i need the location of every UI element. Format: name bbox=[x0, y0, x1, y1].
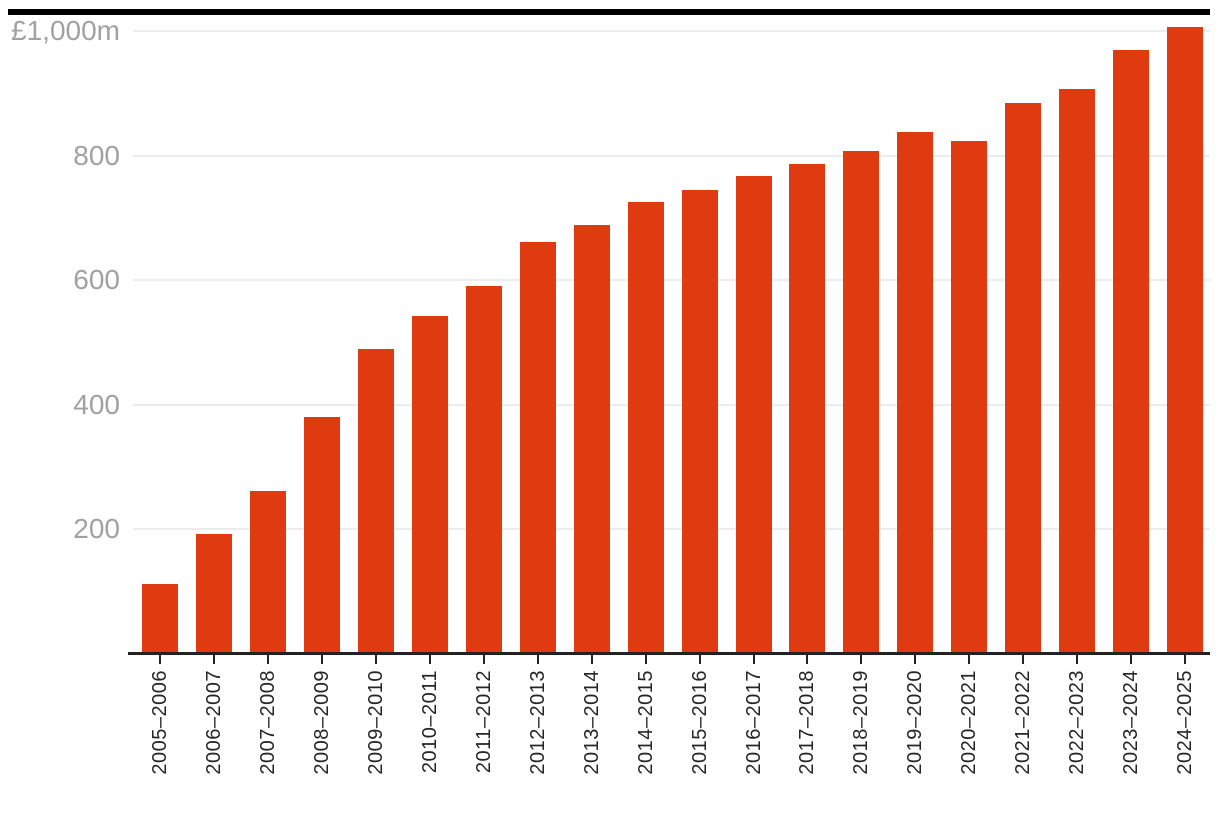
x-tick-mark bbox=[698, 655, 701, 664]
x-tick-label-text: 2005–2006 bbox=[149, 670, 172, 775]
x-axis-line bbox=[128, 652, 1210, 655]
x-tick-label: 2024–2025 bbox=[1173, 670, 1197, 810]
x-tick-label-text: 2023–2024 bbox=[1120, 670, 1143, 775]
x-tick-label-text: 2008–2009 bbox=[311, 670, 334, 775]
x-tick-label-text: 2009–2010 bbox=[365, 670, 388, 775]
bar bbox=[519, 241, 556, 654]
x-tick-label-text: 2024–2025 bbox=[1173, 670, 1196, 775]
x-tick-label-text: 2006–2007 bbox=[203, 670, 226, 775]
x-tick-label-text: 2019–2020 bbox=[904, 670, 927, 775]
x-tick-label-text: 2012–2013 bbox=[526, 670, 549, 775]
x-tick-label-text: 2014–2015 bbox=[634, 670, 657, 775]
x-tick-label-text: 2011–2012 bbox=[472, 670, 495, 774]
gridline bbox=[133, 30, 1210, 32]
bar bbox=[1113, 49, 1150, 654]
x-tick-label: 2023–2024 bbox=[1119, 670, 1143, 810]
y-tick-label: £1,000m bbox=[11, 15, 120, 46]
x-tick-label: 2012–2013 bbox=[526, 670, 550, 810]
chart-top-rule bbox=[8, 9, 1210, 15]
x-tick-label-text: 2010–2011 bbox=[418, 670, 441, 774]
x-tick-label: 2006–2007 bbox=[202, 670, 226, 810]
x-tick-label: 2021–2022 bbox=[1011, 670, 1035, 810]
bar bbox=[735, 175, 772, 654]
x-tick-label: 2019–2020 bbox=[903, 670, 927, 810]
x-tick-label-text: 2007–2008 bbox=[257, 670, 280, 775]
x-tick-label-text: 2013–2014 bbox=[580, 670, 603, 775]
x-tick-label-text: 2015–2016 bbox=[688, 670, 711, 775]
x-tick-mark bbox=[1183, 655, 1186, 664]
gridline bbox=[133, 279, 1210, 282]
x-tick-mark bbox=[914, 655, 917, 664]
x-tick-mark bbox=[1022, 655, 1025, 664]
x-tick-mark bbox=[159, 655, 162, 664]
gridline bbox=[133, 403, 1210, 406]
x-tick-label-text: 2018–2019 bbox=[850, 670, 873, 775]
x-tick-label: 2022–2023 bbox=[1065, 670, 1089, 810]
bar bbox=[681, 189, 718, 654]
x-tick-label: 2014–2015 bbox=[634, 670, 658, 810]
x-tick-mark bbox=[806, 655, 809, 664]
bar bbox=[304, 416, 341, 654]
x-tick-label: 2010–2011 bbox=[418, 670, 442, 810]
x-tick-mark bbox=[968, 655, 971, 664]
x-tick-label-text: 2022–2023 bbox=[1066, 670, 1089, 775]
gridline bbox=[133, 528, 1210, 531]
x-tick-mark bbox=[1076, 655, 1079, 664]
x-tick-label-text: 2021–2022 bbox=[1012, 670, 1035, 775]
bar bbox=[627, 202, 664, 654]
x-tick-label-text: 2017–2018 bbox=[796, 670, 819, 775]
x-tick-label-text: 2020–2021 bbox=[958, 670, 981, 775]
x-tick-label-text: 2016–2017 bbox=[742, 670, 765, 775]
y-tick-label: 800 bbox=[73, 139, 120, 171]
x-tick-mark bbox=[752, 655, 755, 664]
x-tick-label: 2015–2016 bbox=[688, 670, 712, 810]
bar bbox=[897, 131, 934, 654]
bar bbox=[1005, 102, 1042, 654]
x-tick-mark bbox=[644, 655, 647, 664]
x-tick-label: 2017–2018 bbox=[795, 670, 819, 810]
bar bbox=[843, 150, 880, 654]
x-tick-label: 2016–2017 bbox=[742, 670, 766, 810]
x-tick-mark bbox=[590, 655, 593, 664]
y-tick-label: 400 bbox=[73, 388, 120, 420]
y-tick-label: 600 bbox=[73, 264, 120, 296]
gridline bbox=[133, 154, 1210, 157]
bar bbox=[250, 491, 287, 654]
bar bbox=[951, 141, 988, 654]
x-tick-label: 2008–2009 bbox=[310, 670, 334, 810]
y-tick-label: 200 bbox=[73, 513, 120, 545]
x-tick-mark bbox=[536, 655, 539, 664]
bar bbox=[573, 224, 610, 654]
x-tick-mark bbox=[428, 655, 431, 664]
x-tick-mark bbox=[375, 655, 378, 664]
x-tick-label: 2018–2019 bbox=[849, 670, 873, 810]
bar bbox=[358, 348, 395, 654]
x-tick-label: 2013–2014 bbox=[580, 670, 604, 810]
x-tick-mark bbox=[267, 655, 270, 664]
bar bbox=[142, 584, 179, 654]
bar bbox=[1166, 27, 1203, 654]
bar bbox=[196, 533, 233, 654]
x-tick-mark bbox=[482, 655, 485, 664]
x-tick-label: 2011–2012 bbox=[472, 670, 496, 810]
x-tick-mark bbox=[860, 655, 863, 664]
x-tick-mark bbox=[1130, 655, 1133, 664]
bar bbox=[465, 286, 502, 654]
x-tick-label: 2009–2010 bbox=[364, 670, 388, 810]
x-tick-mark bbox=[213, 655, 216, 664]
x-tick-mark bbox=[321, 655, 324, 664]
bar bbox=[789, 164, 826, 654]
x-tick-label: 2020–2021 bbox=[957, 670, 981, 810]
bar bbox=[411, 316, 448, 654]
x-tick-label: 2005–2006 bbox=[148, 670, 172, 810]
x-tick-label: 2007–2008 bbox=[256, 670, 280, 810]
bar bbox=[1059, 88, 1096, 654]
